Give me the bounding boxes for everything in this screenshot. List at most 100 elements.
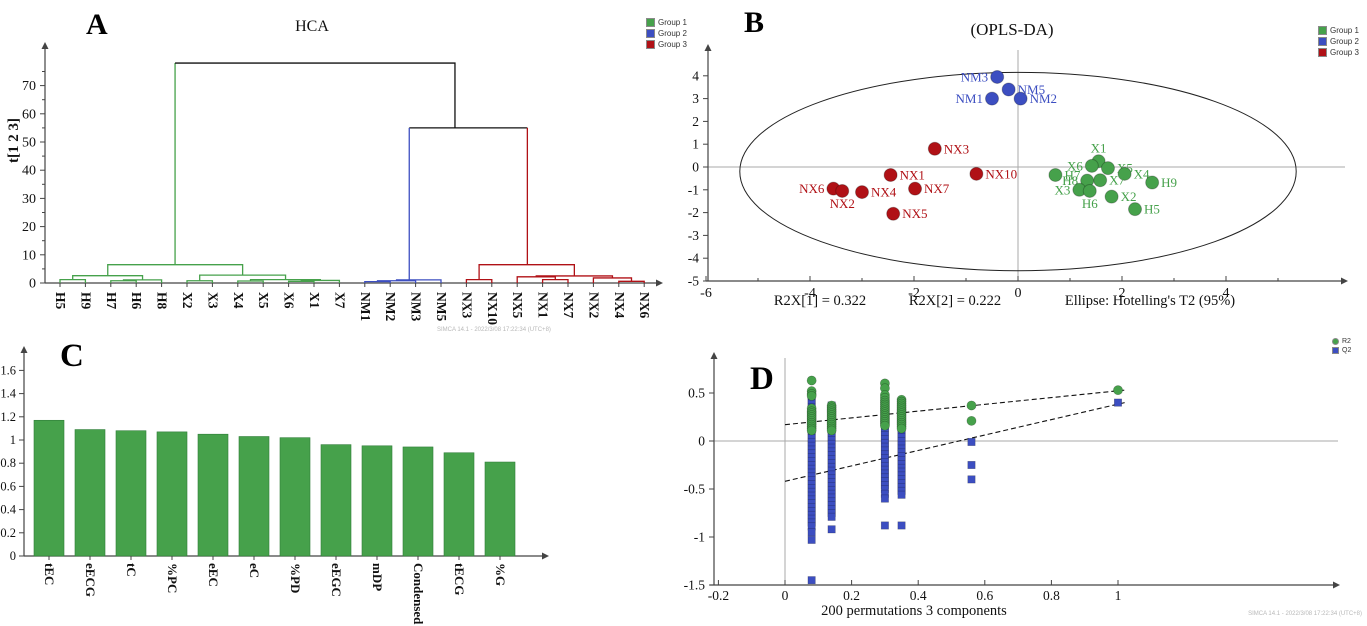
r2-point [1113,385,1123,396]
bar-y-tick-label: 1.6 [0,363,16,377]
score-label-NX4: NX4 [871,185,897,200]
bar-cat-label-eC: eC [247,563,262,578]
score-point-X7 [1093,173,1108,188]
legend-item-group-2: Group 2 [646,29,687,38]
bar-tECG [443,452,475,557]
oplsda-title: (OPLS-DA) [970,20,1054,39]
legend-label: Group 1 [658,18,687,27]
hca-leaf-label-NX10: NX10 [485,292,500,325]
score-label-X4: X4 [1134,166,1150,181]
hca-leaf-label-NM2: NM2 [383,292,398,321]
score-label-NX6: NX6 [799,181,825,196]
bar-y-tick-label: 1.2 [0,410,16,424]
score-label-X2: X2 [1121,189,1137,204]
dendrogram-link-blue [395,279,442,283]
bar-cat-label-eEGC: eEGC [329,563,344,597]
bar-Condensed [402,446,434,557]
hca-y-tick-label: 50 [22,136,36,151]
hca-leaf-label-NX1: NX1 [536,292,551,318]
hca-leaf-label-H6: H6 [129,292,144,310]
bar-eEGC [320,444,352,557]
dendrogram-link-red [592,277,633,283]
bar-y-tick-label: 0 [10,549,16,563]
bar-y-tick-label: 1.4 [0,387,16,401]
square-swatch-icon [646,40,655,49]
dendrogram-link-black [175,62,456,128]
legend-label: R2 [1342,338,1351,345]
hca-leaf-label-H8: H8 [155,292,170,310]
oplsda-y-tick-label: 3 [692,91,699,106]
legend-item-r2: R2 [1332,338,1351,345]
r2-point [806,425,817,436]
hca-leaf-label-X6: X6 [282,292,297,309]
score-point-NX10 [969,166,984,181]
score-point-X6 [1084,158,1099,173]
r2-point [966,415,977,426]
oplsda-y-tick-label: -4 [688,251,699,266]
legend-label: Group 1 [1330,26,1359,35]
score-label-X3: X3 [1054,182,1070,197]
score-label-H8: H8 [1062,173,1078,188]
hca-leaf-label-H7: H7 [104,292,119,310]
bar-y-tick-label: 0.2 [0,526,16,540]
bar-y-tick-label: 1 [10,433,16,447]
hca-y-tick-label: 20 [22,220,36,235]
simca-watermark-d: SIMCA 14.1 - 2022/3/08 17:22:34 (UTC+8) [1248,611,1362,617]
hca-leaf-label-X2: X2 [180,292,195,309]
oplsda-y-axis-arrow [704,44,712,51]
hca-y-tick-label: 60 [22,107,36,122]
oplsda-x-tick-label: 4 [1223,286,1230,301]
bar-%G [484,461,516,557]
perm-x-tick-label: 0.4 [910,588,927,603]
bar-y-axis-arrow [20,346,28,353]
score-label-NM5: NM5 [1018,82,1045,97]
score-point-NX3 [927,141,942,156]
legend-permutation-series: R2 Q2 [1332,338,1351,354]
score-label-NM1: NM1 [956,91,983,106]
perm-x-tick-label: 0.2 [843,588,860,603]
r2-point [896,423,907,434]
score-point-NX5 [886,206,901,221]
hca-leaf-label-X7: X7 [332,292,347,309]
hca-y-axis-arrow [41,42,49,49]
legend-item-group-2: Group 2 [1318,37,1359,46]
bar-cat-label-%PC: %PC [165,563,180,593]
score-label-NX10: NX10 [985,166,1017,181]
bar-cat-label-tC: tC [124,563,139,577]
score-point-H7 [1048,167,1063,182]
hca-x-axis-arrow [656,279,663,287]
perm-regression-line-R2 [784,389,1125,426]
panel-label-d: D [750,361,774,397]
bar-cat-label-eECG: eECG [83,563,98,597]
oplsda-y-tick-label: -5 [688,274,699,289]
score-point-NX7 [908,181,923,196]
bar-y-tick-label: 0.6 [0,479,16,493]
legend-label: Group 3 [658,40,687,49]
hca-leaf-label-NM5: NM5 [434,292,449,321]
score-label-NX2: NX2 [830,196,855,211]
q2-point [807,576,816,585]
square-swatch-icon [1318,48,1327,57]
oplsda-caption-r2x2: R2X[2] = 0.222 [908,293,1002,309]
perm-regression-line-Q2 [784,402,1125,482]
score-point-X5 [1100,161,1115,176]
oplsda-caption-ellipse: Ellipse: Hotelling's T2 (95%) [1064,293,1236,309]
oplsda-y-tick-label: -1 [688,182,699,197]
q2-point [897,490,906,499]
score-label-NX1: NX1 [900,167,925,182]
q2-point [880,521,889,530]
score-point-H6 [1082,183,1097,198]
perm-x-tick-label: -0.2 [708,588,729,603]
score-label-NM3: NM3 [961,69,988,84]
hca-leaf-label-NM1: NM1 [358,292,373,321]
square-swatch-icon [646,29,655,38]
q2-point [827,525,836,534]
hca-y-tick-label: 10 [22,248,36,263]
q2-point [897,521,906,530]
square-swatch-icon [646,18,655,27]
perm-x-tick-label: 0.8 [1043,588,1060,603]
oplsda-y-tick-label: 2 [692,114,699,129]
oplsda-x-tick-label: -6 [700,286,712,301]
score-label-X7: X7 [1109,173,1125,188]
